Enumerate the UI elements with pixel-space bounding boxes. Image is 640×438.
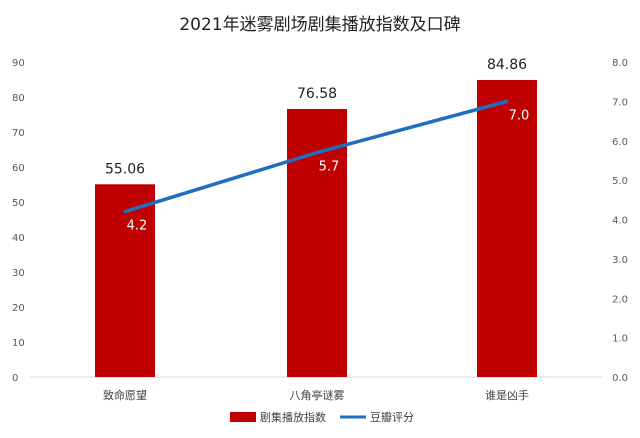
left-axis: 0 10 20 30 40 50 60 70 80 90 <box>12 58 25 384</box>
legend-swatch-bar <box>230 412 256 422</box>
bar-value-label: 84.86 <box>487 57 527 73</box>
line-value-label: 4.2 <box>127 219 148 234</box>
left-tick-label: 60 <box>12 163 25 174</box>
legend: 剧集播放指数 豆瓣评分 <box>230 410 414 424</box>
left-tick-label: 80 <box>12 93 25 104</box>
right-axis: 0.0 1.0 2.0 3.0 4.0 5.0 6.0 7.0 8.0 <box>612 58 628 384</box>
line-point <box>315 151 319 155</box>
bar <box>95 184 155 377</box>
left-tick-label: 30 <box>12 268 25 279</box>
legend-label-line: 豆瓣评分 <box>370 410 414 424</box>
right-tick-label: 7.0 <box>612 97 628 108</box>
bar <box>477 79 537 378</box>
category-label: 八角亭谜雾 <box>290 388 345 402</box>
line-series: 4.2 5.7 7.0 <box>123 99 530 234</box>
legend-label-bar: 剧集播放指数 <box>260 410 326 424</box>
chart-title: 2021年迷雾剧场剧集播放指数及口碑 <box>179 15 460 35</box>
bar-series: 55.06 76.58 84.86 <box>95 57 537 378</box>
left-tick-label: 40 <box>12 233 25 244</box>
category-label: 谁是凶手 <box>485 388 529 402</box>
right-tick-label: 5.0 <box>612 176 628 187</box>
right-tick-label: 3.0 <box>612 255 628 266</box>
bar <box>287 108 347 377</box>
left-tick-label: 0 <box>12 373 18 384</box>
right-tick-label: 1.0 <box>612 334 628 345</box>
right-tick-label: 2.0 <box>612 294 628 305</box>
bar-value-label: 55.06 <box>105 161 145 177</box>
left-tick-label: 70 <box>12 128 25 139</box>
line-point <box>505 99 509 103</box>
category-axis: 致命愿望 八角亭谜雾 谁是凶手 <box>103 388 529 402</box>
left-tick-label: 20 <box>12 303 25 314</box>
line-value-label: 5.7 <box>319 160 340 175</box>
line-value-label: 7.0 <box>509 108 530 123</box>
line-point <box>123 210 127 214</box>
left-tick-label: 50 <box>12 198 25 209</box>
right-tick-label: 4.0 <box>612 216 628 227</box>
bar-value-label: 76.58 <box>297 86 337 102</box>
right-tick-label: 0.0 <box>612 373 628 384</box>
category-label: 致命愿望 <box>103 388 147 402</box>
right-tick-label: 6.0 <box>612 137 628 148</box>
left-tick-label: 10 <box>12 338 25 349</box>
right-tick-label: 8.0 <box>612 58 628 69</box>
left-tick-label: 90 <box>12 58 25 69</box>
